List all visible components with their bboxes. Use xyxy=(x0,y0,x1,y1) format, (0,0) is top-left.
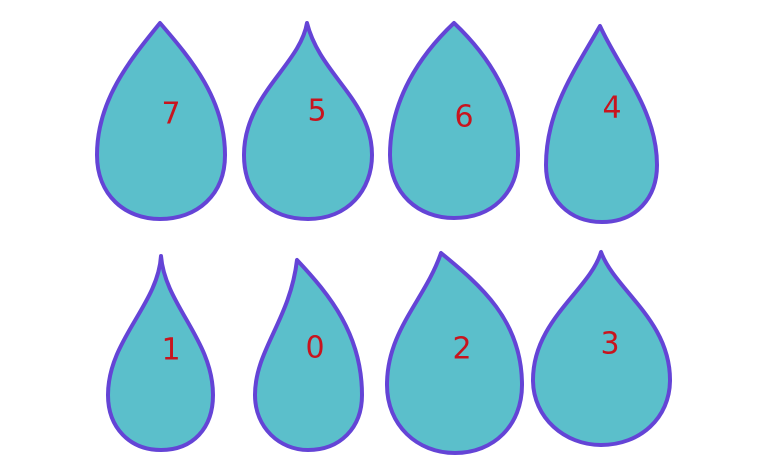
raindrop-icon[interactable] xyxy=(385,251,524,455)
raindrop-tile-4[interactable]: 4 xyxy=(544,24,659,224)
raindrop-icon[interactable] xyxy=(95,21,227,221)
raindrop-tile-5[interactable]: 1 xyxy=(106,254,215,452)
raindrop-tile-2[interactable]: 5 xyxy=(242,21,374,221)
raindrop-tile-6[interactable]: 0 xyxy=(253,258,364,452)
raindrop-tile-3[interactable]: 6 xyxy=(388,21,520,220)
raindrop-icon[interactable] xyxy=(531,250,672,447)
raindrop-tile-7[interactable]: 2 xyxy=(385,251,524,455)
raindrop-icon[interactable] xyxy=(242,21,374,221)
raindrop-icon[interactable] xyxy=(253,258,364,452)
raindrop-tile-1[interactable]: 7 xyxy=(95,21,227,221)
raindrop-icon[interactable] xyxy=(388,21,520,220)
raindrop-icon[interactable] xyxy=(544,24,659,224)
raindrop-icon[interactable] xyxy=(106,254,215,452)
raindrop-tile-8[interactable]: 3 xyxy=(531,250,672,447)
